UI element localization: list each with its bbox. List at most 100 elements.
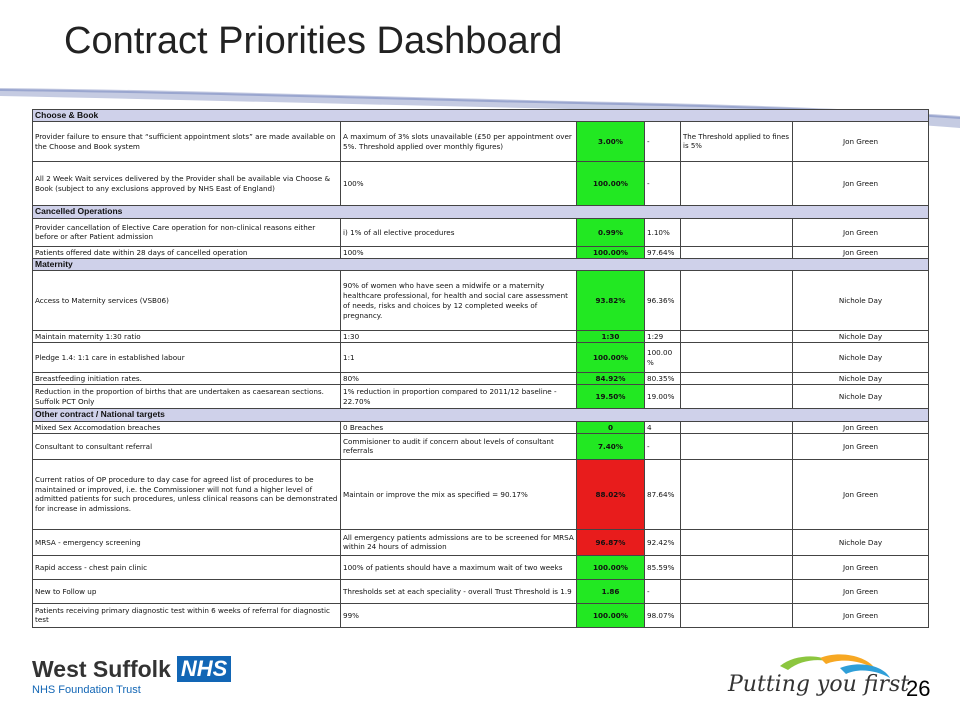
table-row: Provider cancellation of Elective Care o…: [32, 217, 930, 247]
owner-cell: Jon Green: [791, 420, 930, 434]
previous-cell: -: [644, 432, 681, 460]
indicator-cell: Provider failure to ensure that “suffici…: [32, 121, 341, 163]
slogan-swirl-icon: [780, 654, 890, 678]
owner-cell: Nichole Day: [791, 372, 930, 386]
owner-cell: Jon Green: [791, 121, 930, 163]
section-title: Other contract / National targets: [31, 408, 930, 422]
value-cell: 0: [576, 420, 645, 434]
indicator-cell: Provider cancellation of Elective Care o…: [32, 217, 341, 247]
value-cell: 0.99%: [576, 217, 645, 247]
section-title: Cancelled Operations: [31, 205, 930, 219]
section-header: Maternity: [31, 257, 930, 272]
previous-cell: 19.00%: [644, 384, 681, 410]
previous-cell: 92.42%: [644, 528, 681, 556]
table-row: Pledge 1.4: 1:1 care in established labo…: [32, 342, 930, 374]
previous-cell: 1.10%: [644, 217, 681, 247]
indicator-cell: Patients offered date within 28 days of …: [32, 245, 341, 259]
note-cell: [680, 330, 793, 344]
note-cell: [680, 372, 793, 386]
owner-cell: Jon Green: [791, 578, 930, 604]
previous-cell: 4: [644, 420, 681, 434]
indicator-cell: Patients receiving primary diagnostic te…: [32, 602, 341, 628]
note-cell: [680, 420, 793, 434]
previous-cell: 85.59%: [644, 554, 681, 580]
previous-cell: 97.64%: [644, 245, 681, 259]
owner-cell: Jon Green: [791, 432, 930, 460]
value-cell: 1.86: [576, 578, 645, 604]
value-cell: 1:30: [576, 330, 645, 344]
indicator-cell: Consultant to consultant referral: [32, 432, 341, 460]
previous-cell: -: [644, 578, 681, 604]
value-cell: 100.00%: [576, 342, 645, 374]
nhs-badge: NHS: [176, 656, 232, 682]
indicator-cell: New to Follow up: [32, 578, 341, 604]
note-cell: [680, 217, 793, 247]
target-cell: 1% reduction in proportion compared to 2…: [340, 384, 577, 410]
previous-cell: 1:29: [644, 330, 681, 344]
previous-cell: -: [644, 121, 681, 163]
owner-cell: Nichole Day: [791, 384, 930, 410]
owner-cell: Nichole Day: [791, 270, 930, 332]
note-cell: [680, 528, 793, 556]
note-cell: [680, 554, 793, 580]
indicator-cell: Breastfeeding initiation rates.: [32, 372, 341, 386]
target-cell: 80%: [340, 372, 577, 386]
note-cell: [680, 342, 793, 374]
priorities-table: Choose & Book Provider failure to ensure …: [31, 108, 930, 628]
indicator-cell: Mixed Sex Accomodation breaches: [32, 420, 341, 434]
table-row: Access to Maternity services (VSB06) 90% …: [32, 270, 930, 332]
table-row: Rapid access - chest pain clinic 100% of …: [32, 554, 930, 580]
target-cell: Commisioner to audit if concern about le…: [340, 432, 577, 460]
indicator-cell: Reduction in the proportion of births th…: [32, 384, 341, 410]
note-cell: [680, 161, 793, 207]
table-row: All 2 Week Wait services delivered by th…: [32, 161, 930, 207]
section-header: Choose & Book: [31, 108, 930, 123]
target-cell: i) 1% of all elective procedures: [340, 217, 577, 247]
previous-cell: 98.07%: [644, 602, 681, 628]
table-row: Reduction in the proportion of births th…: [32, 384, 930, 410]
target-cell: 1:30: [340, 330, 577, 344]
target-cell: 1:1: [340, 342, 577, 374]
table-row: New to Follow up Thresholds set at each s…: [32, 578, 930, 604]
previous-cell: -: [644, 161, 681, 207]
section-title: Choose & Book: [31, 108, 930, 123]
value-cell: 7.40%: [576, 432, 645, 460]
indicator-cell: MRSA - emergency screening: [32, 528, 341, 556]
table-row: Consultant to consultant referral Commisi…: [32, 432, 930, 460]
table-row: Breastfeeding initiation rates. 80% 84.92%…: [32, 372, 930, 386]
target-cell: 90% of women who have seen a midwife or …: [340, 270, 577, 332]
table-row: Mixed Sex Accomodation breaches 0 Breache…: [32, 420, 930, 434]
nhs-logo: West Suffolk NHS NHS Foundation Trust: [32, 656, 232, 696]
value-cell: 19.50%: [576, 384, 645, 410]
table-row: Patients receiving primary diagnostic te…: [32, 602, 930, 628]
owner-cell: Jon Green: [791, 554, 930, 580]
target-cell: 100% of patients should have a maximum w…: [340, 554, 577, 580]
note-cell: [680, 270, 793, 332]
note-cell: [680, 432, 793, 460]
value-cell: 93.82%: [576, 270, 645, 332]
org-subtitle: NHS Foundation Trust: [32, 684, 141, 696]
table-row: Patients offered date within 28 days of …: [32, 245, 930, 259]
page-number: 26: [906, 676, 931, 701]
slogan: Putting you first: [728, 672, 910, 697]
previous-cell: 80.35%: [644, 372, 681, 386]
note-cell: [680, 384, 793, 410]
previous-cell: 87.64%: [644, 458, 681, 530]
note-cell: [680, 578, 793, 604]
indicator-cell: Maintain maternity 1:30 ratio: [32, 330, 341, 344]
indicator-cell: Current ratios of OP procedure to day ca…: [32, 458, 341, 530]
target-cell: 99%: [340, 602, 577, 628]
owner-cell: Jon Green: [791, 217, 930, 247]
section-header: Cancelled Operations: [31, 205, 930, 219]
value-cell: 3.00%: [576, 121, 645, 163]
note-cell: [680, 458, 793, 530]
owner-cell: Nichole Day: [791, 330, 930, 344]
note-cell: The Threshold applied to fines is 5%: [680, 121, 793, 163]
indicator-cell: Pledge 1.4: 1:1 care in established labo…: [32, 342, 341, 374]
value-cell: 100.00%: [576, 245, 645, 259]
table-row: Provider failure to ensure that “suffici…: [32, 121, 930, 163]
value-cell: 88.02%: [576, 458, 645, 530]
target-cell: Maintain or improve the mix as specified…: [340, 458, 577, 530]
owner-cell: Jon Green: [791, 161, 930, 207]
value-cell: 96.87%: [576, 528, 645, 556]
